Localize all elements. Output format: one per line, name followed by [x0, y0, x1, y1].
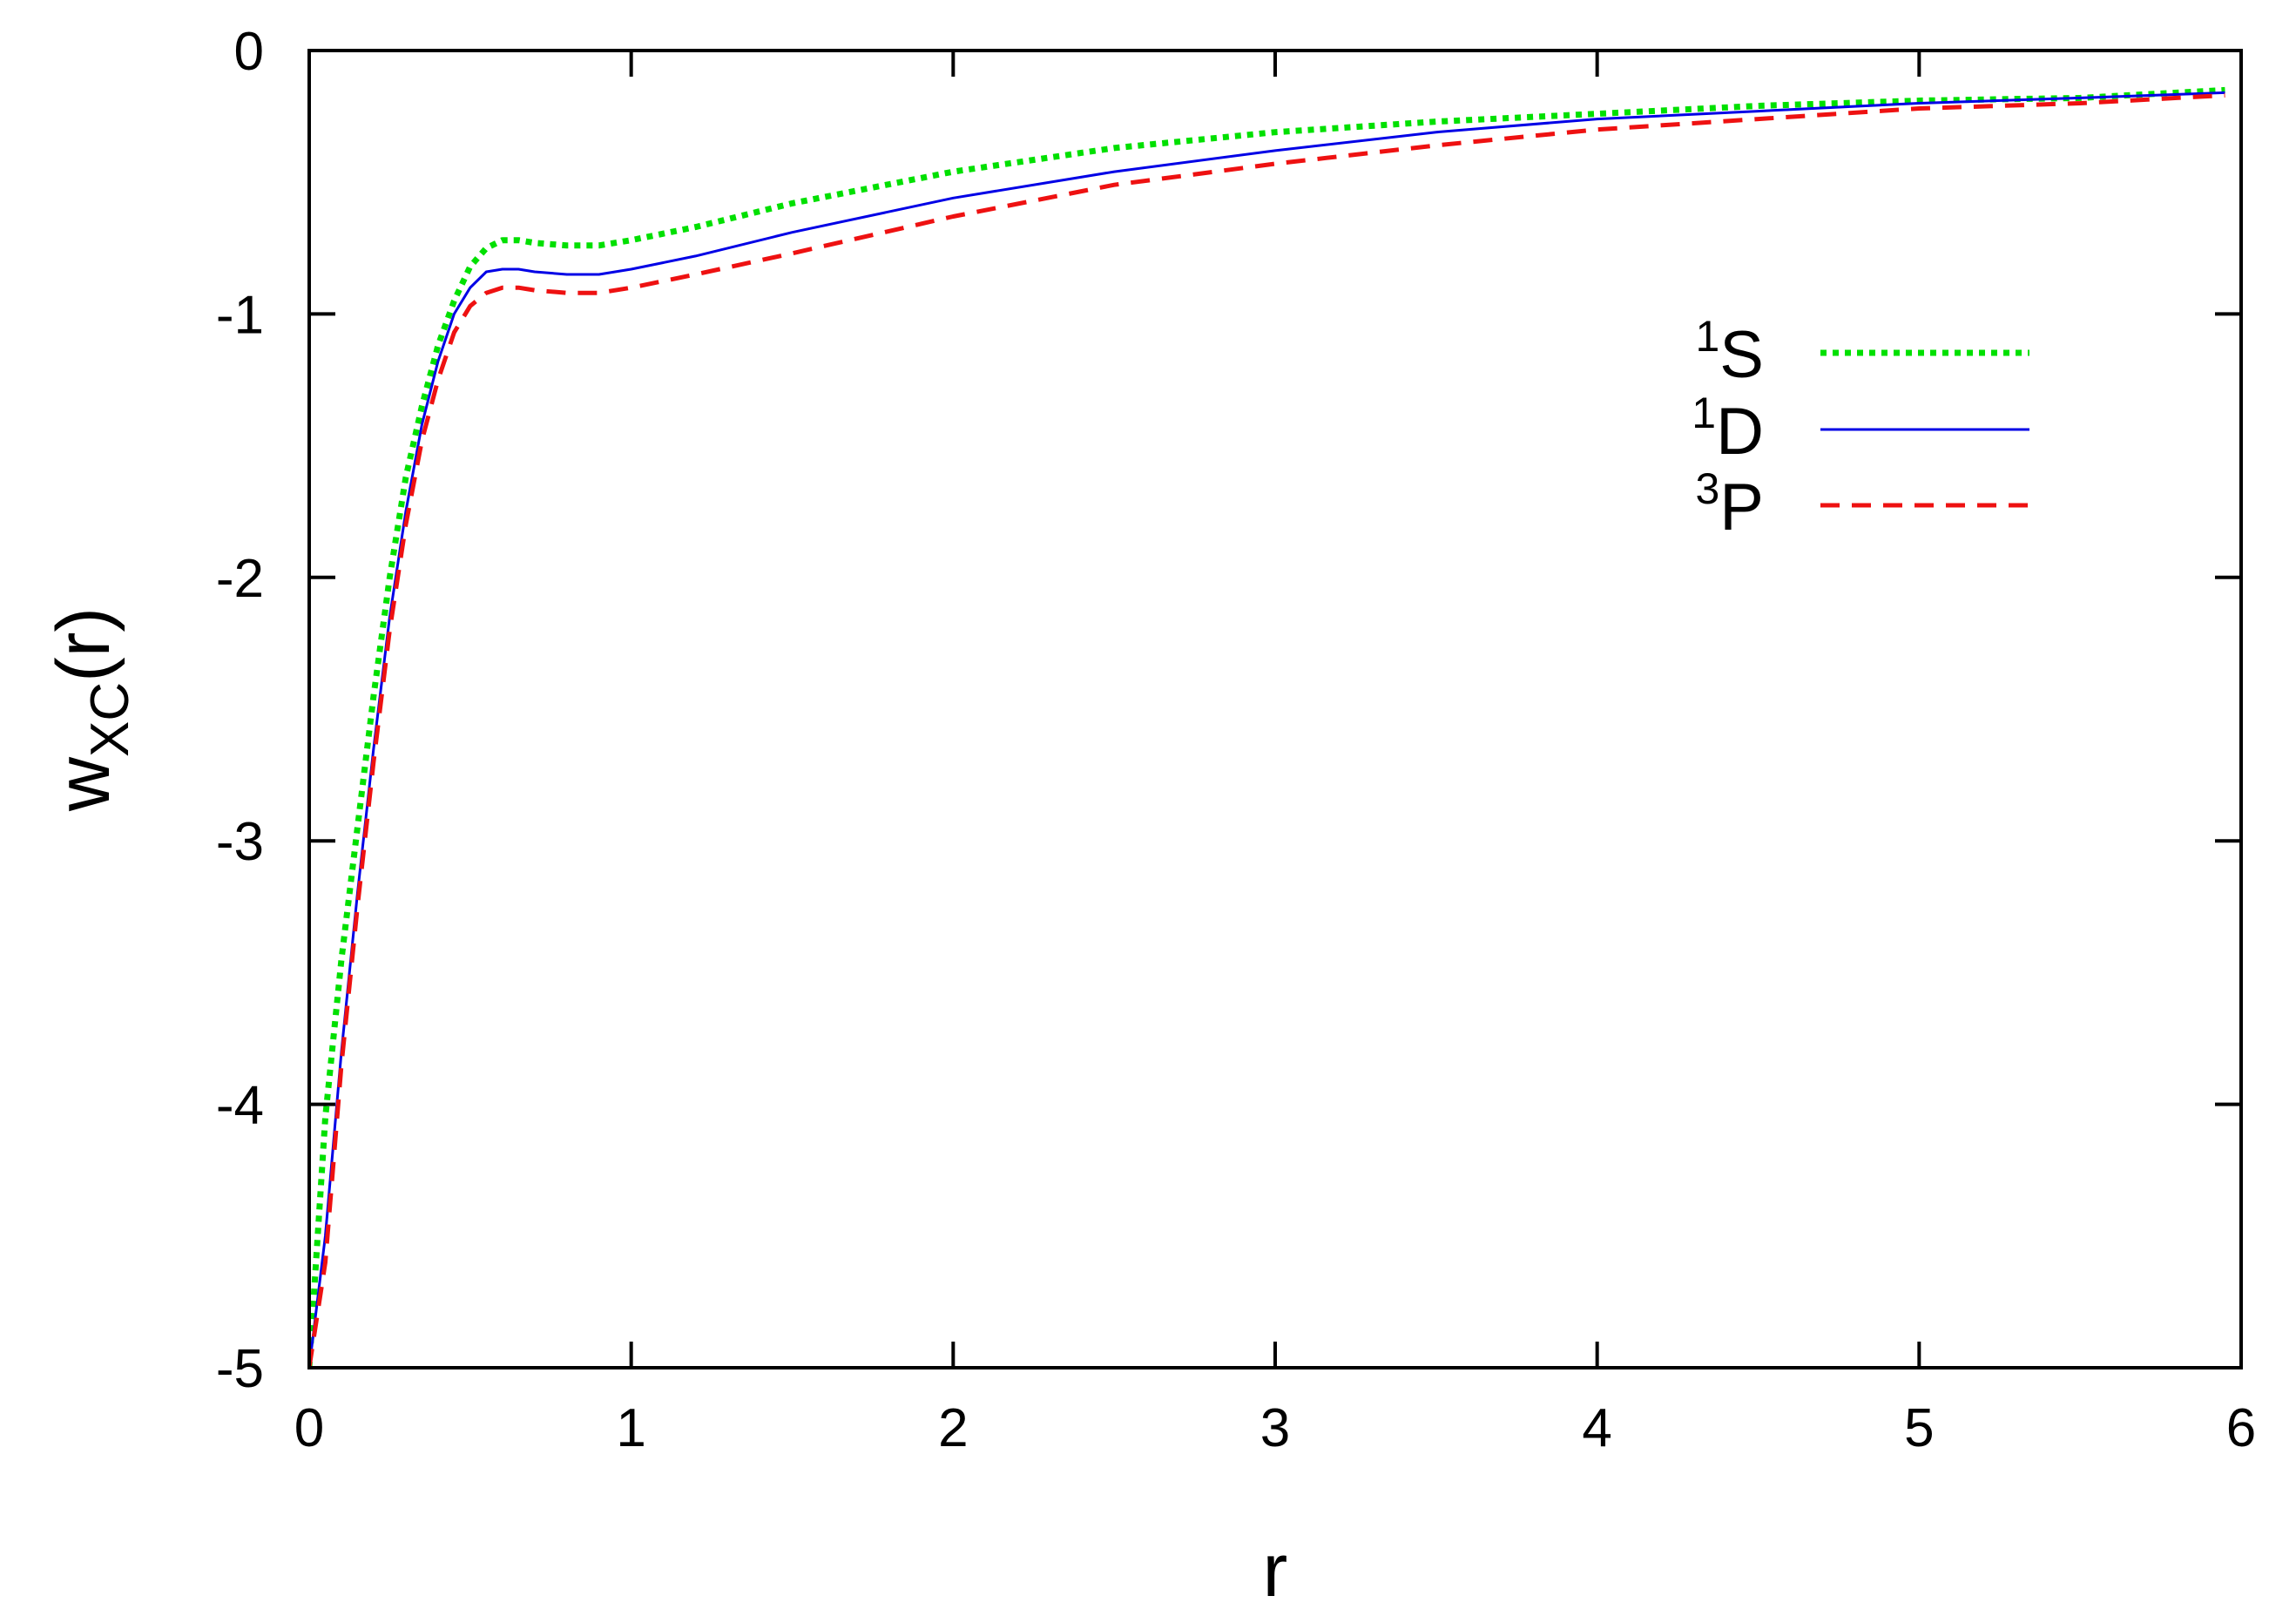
legend-label-1D: 1D [1692, 389, 1764, 469]
x-axis-title: r [1263, 1529, 1288, 1613]
legend-label-superscript: 1 [1695, 312, 1719, 361]
y-tick-label: -1 [216, 285, 264, 345]
x-tick-label: 1 [616, 1398, 645, 1458]
svg-text:wXC(r): wXC(r) [42, 607, 140, 812]
legend-label-3P: 3P [1695, 464, 1764, 544]
y-tick-label: -4 [216, 1076, 264, 1136]
y-tick-label: -2 [216, 549, 264, 609]
x-tick-label: 0 [294, 1398, 324, 1458]
series-layer [309, 86, 2225, 1368]
legend-label-1S: 1S [1695, 312, 1764, 392]
series-line-3P [309, 92, 2225, 1368]
x-tick-label: 3 [1260, 1398, 1290, 1458]
x-axis: 0 1 2 3 4 5 6 [294, 51, 2256, 1458]
legend-label-main: S [1719, 318, 1764, 392]
x-tick-label: 5 [1904, 1398, 1934, 1458]
y-axis-title: wXC(r) [42, 607, 140, 812]
y-axis: 0 -1 -2 -3 -4 -5 [216, 22, 2241, 1399]
series-line-1D [309, 91, 2225, 1368]
legend-label-main: D [1716, 395, 1764, 469]
y-tick-label: -5 [216, 1339, 264, 1399]
legend-label-superscript: 1 [1692, 389, 1716, 437]
y-axis-title-subscript: XC [80, 682, 140, 757]
x-tick-label: 6 [2226, 1398, 2256, 1458]
legend-label-main: P [1719, 470, 1764, 544]
x-tick-label: 2 [938, 1398, 968, 1458]
legend-label-superscript: 3 [1695, 464, 1719, 513]
y-tick-label: 0 [234, 22, 264, 82]
y-axis-title-main: w [42, 756, 125, 812]
x-tick-label: 4 [1582, 1398, 1611, 1458]
y-tick-label: -3 [216, 812, 264, 872]
y-axis-title-suffix: (r) [42, 607, 125, 682]
